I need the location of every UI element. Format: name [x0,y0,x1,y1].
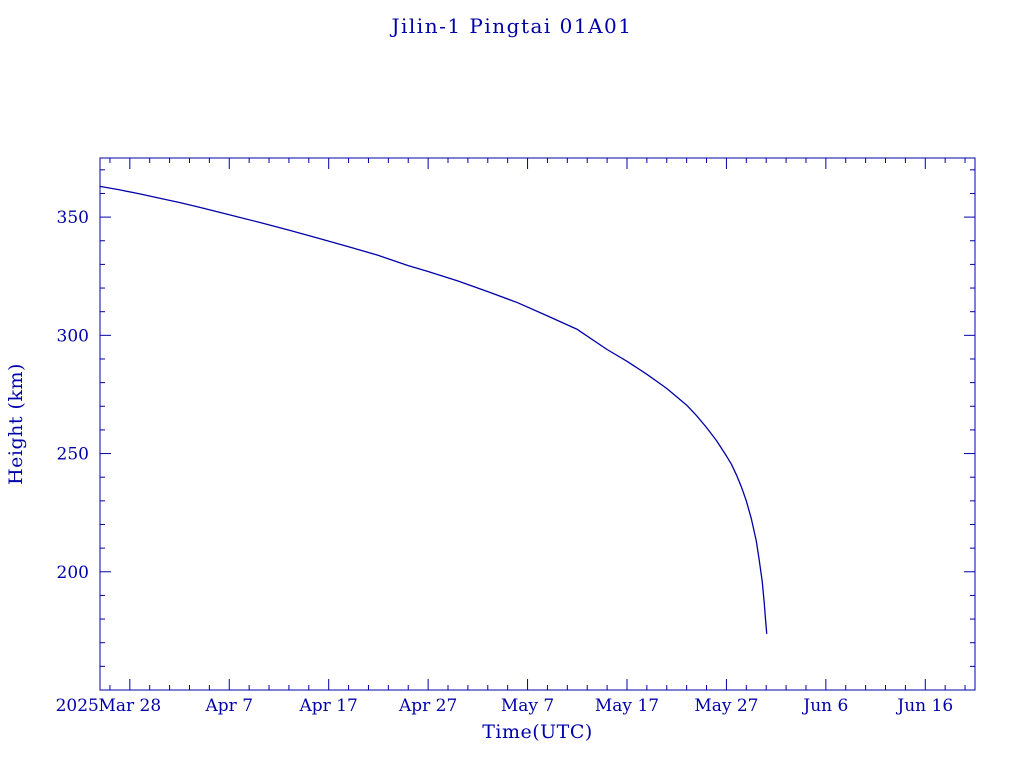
x-tick-label: May 7 [501,696,554,716]
x-tick-label: Mar 28 [98,696,161,716]
x-tick-label: May 27 [694,696,758,716]
x-tick-label: Apr 27 [398,696,457,716]
x-tick-label: Jun 16 [895,696,953,716]
chart-title: Jilin-1 Pingtai 01A01 [391,14,633,38]
decay-curve [99,185,768,634]
plot-frame [99,157,976,691]
x-axis-label: Time(UTC) [482,721,593,743]
y-tick-label: 300 [57,326,89,346]
x-axis-year-label: 2025 [56,696,99,716]
y-tick-label: 250 [57,445,89,465]
x-tick-label: Jun 6 [801,696,848,716]
y-tick-label: 350 [57,208,89,228]
x-tick-label: May 17 [595,696,659,716]
x-tick-label: Apr 17 [299,696,358,716]
y-tick-label: 200 [57,563,89,583]
x-tick-label: Apr 7 [205,696,254,716]
